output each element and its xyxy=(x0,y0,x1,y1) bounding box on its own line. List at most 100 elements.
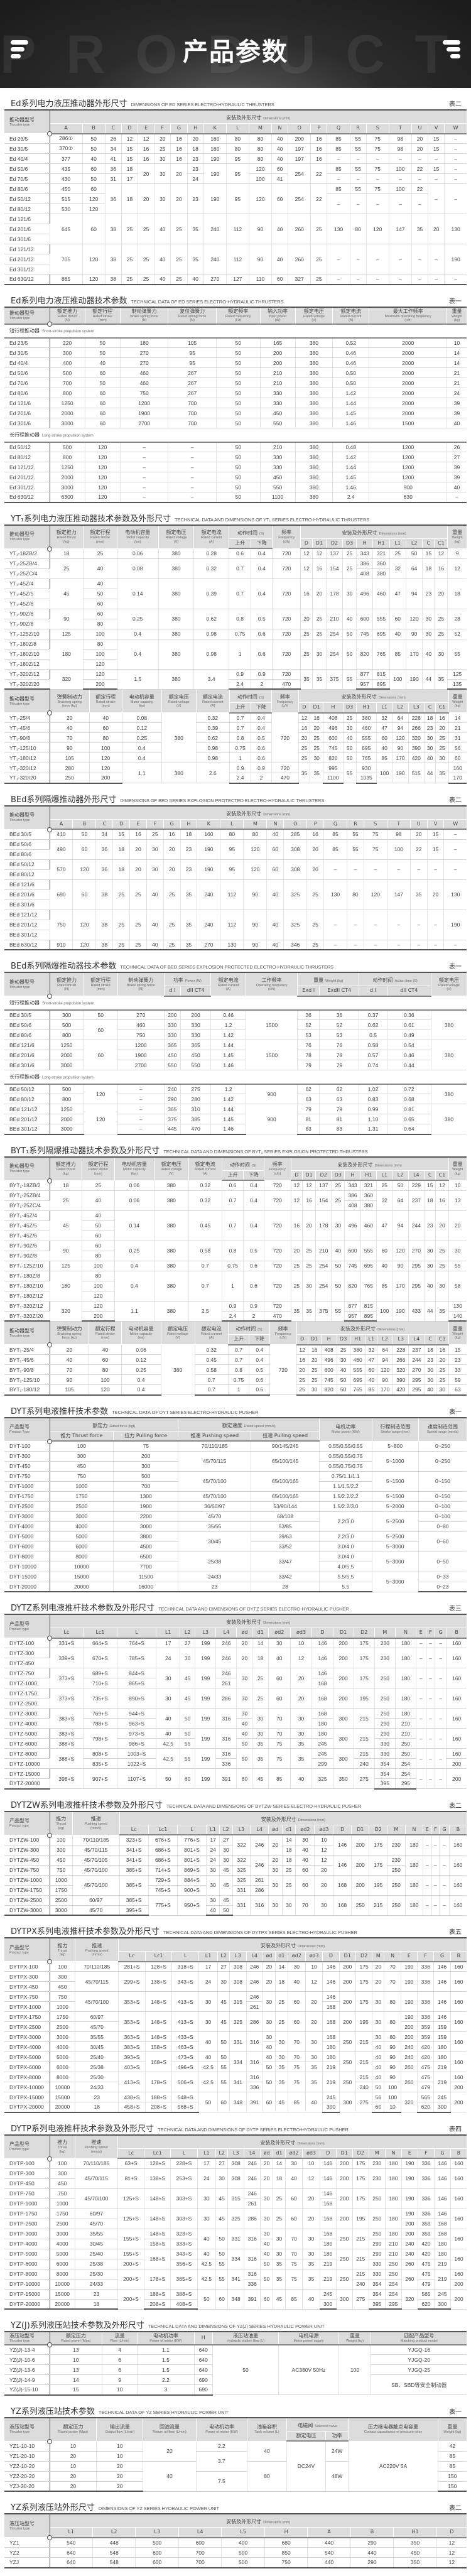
table-row: Ed 630/12 6300 120– –50 1100 380 2.4 630– xyxy=(4,492,467,503)
value-cell: 146 xyxy=(319,2158,337,2169)
header-label: 额定电流 xyxy=(201,530,222,535)
header-label: 动作时间 xyxy=(372,977,393,983)
model-cell: DYTP-8000 xyxy=(4,2269,50,2280)
value-cell: 460 xyxy=(119,378,168,388)
header-row: 产品型号 Product type 安装及外形尺寸 Dimensions (mm) xyxy=(4,1614,467,1641)
value-cell: 230 xyxy=(387,1835,406,1856)
value-cell: 146 xyxy=(311,1638,333,1648)
value-cell: 865+S xyxy=(116,1678,156,1688)
value-cell: 33/52 xyxy=(251,1541,320,1552)
table-number: 表三 xyxy=(449,1606,462,1612)
table-row: Ed 301/12 3000 120– –50 550 380 1.46 900 40 xyxy=(4,482,467,492)
table-row: BYT₁-45/6 40 60 0.12 0.45 0.7 0.4 16 20 496 30 460 4… xyxy=(4,1354,467,1365)
subheader-label: d I xyxy=(370,987,377,994)
model-cell: Ed 80/6 xyxy=(4,183,50,194)
column-subheader: ød3 xyxy=(302,2148,320,2159)
value-cell: 320 xyxy=(401,2289,418,2310)
value-cell: 200 xyxy=(400,2021,418,2032)
header-label: 额定电流 xyxy=(201,1325,222,1332)
value-cell: 24/33 xyxy=(178,1572,251,1582)
value-cell: 85 xyxy=(327,183,350,194)
subheader-label: L4 xyxy=(256,1826,263,1832)
table-header: 推动器型号 Thruster type 额定推力 Rated thrust (kg) 额定… xyxy=(4,1156,467,1183)
value-cell: 70/110/185 xyxy=(74,2158,118,2169)
value-cell: 365+S xyxy=(170,2269,198,2290)
header-label-en: Action time (S) xyxy=(394,979,418,983)
value-cell: 200 xyxy=(163,1009,181,1020)
value-cell: 45 xyxy=(215,2188,228,2209)
header-label-en: Dimensions (mm) xyxy=(377,1328,405,1332)
table-number: 表一 xyxy=(449,964,462,970)
value-cell: 479 xyxy=(417,2082,434,2092)
model-cell: Ed 301/6 xyxy=(4,234,50,244)
value-cell: 20 xyxy=(298,732,310,743)
value-cell: 50 xyxy=(84,347,121,358)
value-cell: 2700 xyxy=(119,418,168,428)
table-row: 长行程推动器 Long-stroke propulsion system xyxy=(4,428,467,443)
column-header: 推动器型号 Thruster type xyxy=(4,972,52,999)
column-header: 油箱容积 Tank volume (L) xyxy=(246,2416,287,2442)
value-cell: 450 xyxy=(393,2547,437,2558)
value-cell: 18 xyxy=(49,1180,82,1191)
value-cell: 60 xyxy=(266,839,284,860)
value-cell: 100 xyxy=(388,163,412,174)
model-cell: YT₁-320/20 xyxy=(4,773,50,784)
value-cell: 322 xyxy=(232,1835,251,1856)
value-cell: 250 xyxy=(368,2209,386,2229)
value-cell: 219 xyxy=(433,2072,451,2092)
value-cell: 1.44 xyxy=(332,462,369,472)
header-unit: (c/h) xyxy=(279,1336,287,1340)
header-label: 额定电流 xyxy=(218,977,239,983)
value-cell: 215 xyxy=(355,2031,372,2052)
value-cell: 154 xyxy=(315,1190,332,1211)
value-cell: 199 xyxy=(195,1638,216,1648)
header-label: 额定电流 xyxy=(195,1161,215,1167)
value-cell: 308 xyxy=(227,2168,244,2189)
value-cell: 56 xyxy=(448,742,467,753)
value-cell: 45 xyxy=(180,1688,195,1709)
subheader-label: D xyxy=(328,1953,333,1959)
value-cell: 765 xyxy=(360,1271,377,1302)
value-cell: – xyxy=(416,1648,426,1668)
value-cell: – xyxy=(439,1875,450,1896)
value-cell: 383+S xyxy=(49,1708,84,1729)
value-cell: 168 xyxy=(311,1688,333,1709)
value-cell: 25 xyxy=(307,1364,322,1375)
value-cell: 50 xyxy=(83,589,117,599)
value-cell: 175 xyxy=(369,1855,387,1876)
model-cell: BYT₁-320Z/12 xyxy=(4,1301,50,1312)
header-label: 重量 xyxy=(452,693,463,700)
value-cell: 800 xyxy=(49,452,85,462)
value-cell: 555 xyxy=(372,609,390,629)
value-cell: 148+S xyxy=(144,2188,171,2209)
value-cell: 0.7 xyxy=(188,1271,222,1302)
value-cell: – xyxy=(435,1768,447,1789)
value-cell: 458+S xyxy=(118,2102,146,2113)
value-cell: 40 xyxy=(423,753,436,763)
value-cell: 30 xyxy=(219,1855,233,1866)
value-cell: 160 xyxy=(450,2158,467,2169)
value-cell: 45/70/105 xyxy=(72,1855,120,1866)
header-label: 重量 xyxy=(452,308,462,314)
value-cell: 30 xyxy=(154,183,171,214)
subheader-label: C1 xyxy=(438,540,445,546)
value-cell: 50 xyxy=(215,378,261,388)
value-cell: – xyxy=(323,910,347,940)
value-cell: 25 xyxy=(154,143,171,154)
model-cell: DYTPX-1750 xyxy=(4,2011,50,2022)
header-label-en: Stroke range (mm) xyxy=(381,1430,410,1435)
header-label: 安装及外形尺寸 xyxy=(226,1619,262,1625)
header-label-en: Rated voltage xyxy=(165,536,187,540)
subheader-label: d1 xyxy=(285,1826,293,1832)
table-row: Ed 201/12 2000 120– –50 450 380 1.45 1200 39 xyxy=(4,472,467,482)
column-header: 额定压力 Rated power (Mpa) xyxy=(49,2416,97,2442)
table-section: BYT₁系列隔爆推动器技术参数及外形尺寸 TECHNICAL DATA AND D… xyxy=(4,1140,467,1322)
value-cell: 50 xyxy=(215,452,261,462)
value-cell: 275 xyxy=(355,2092,372,2112)
column-header: 额定电压 Rated voltage (V) xyxy=(160,1322,195,1345)
value-cell: 20 xyxy=(435,1354,449,1365)
value-cell: 388+S xyxy=(170,2289,198,2300)
table-row: DYTZ-8000 388+S 808+S 1003+S 42.5 55 199 316 50 3… xyxy=(4,1748,467,1769)
value-cell: 16 xyxy=(302,1190,316,1211)
value-cell: 59 xyxy=(448,1374,467,1385)
